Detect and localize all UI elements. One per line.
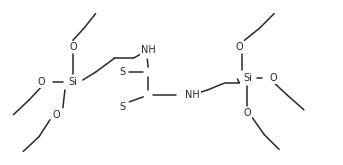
Text: Si: Si [68,77,77,87]
Text: O: O [52,110,60,120]
Text: S: S [119,102,126,112]
Text: O: O [236,42,243,52]
Text: O: O [37,77,45,87]
Text: O: O [244,108,251,118]
Text: O: O [269,73,277,83]
Text: S: S [119,67,126,77]
Text: NH: NH [185,90,200,100]
Text: Si: Si [243,73,252,83]
Text: NH: NH [141,45,156,55]
Text: O: O [69,42,76,52]
